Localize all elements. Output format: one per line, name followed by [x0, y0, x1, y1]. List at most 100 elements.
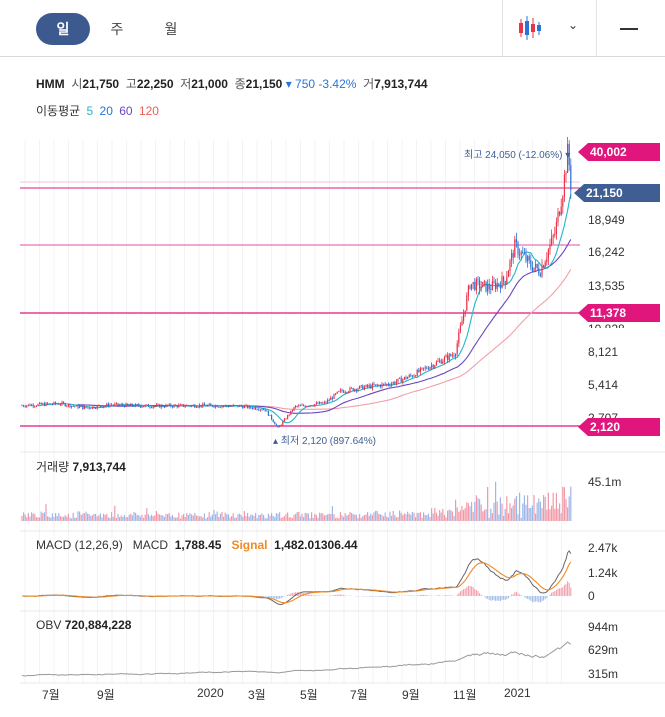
volume-bar	[75, 517, 77, 521]
candle-body	[410, 375, 412, 376]
volume-bar	[269, 515, 271, 521]
volume-bar	[74, 517, 76, 521]
macd-histogram-bar	[383, 596, 385, 597]
candle-body	[386, 383, 388, 385]
volume-bar	[130, 513, 132, 521]
macd-histogram-bar	[338, 594, 340, 596]
macd-histogram-bar	[541, 596, 543, 602]
ma-120-line	[142, 269, 572, 410]
macd-histogram-bar	[466, 587, 468, 596]
volume-bar	[530, 508, 532, 521]
candle-body	[320, 402, 322, 404]
candle-body	[546, 258, 548, 263]
candle-body	[91, 406, 93, 409]
macd-histogram-bar	[424, 594, 426, 596]
volume-bar	[205, 518, 207, 521]
candle-body	[392, 382, 394, 384]
candle-body	[434, 365, 436, 368]
candle-body	[43, 403, 45, 406]
candle-body	[107, 403, 109, 407]
volume-bar	[544, 496, 546, 521]
menu-button[interactable]	[612, 12, 644, 44]
volume-bar	[357, 517, 359, 521]
volume-bar	[87, 513, 89, 521]
tab-daily[interactable]: 일	[36, 13, 90, 45]
candle-body	[509, 260, 511, 271]
volume-bar	[95, 513, 97, 521]
macd-histogram-bar	[498, 596, 500, 601]
volume-bar	[455, 499, 457, 521]
candle-body	[163, 406, 165, 408]
candle-body	[355, 389, 357, 391]
candle-body	[235, 405, 237, 406]
candle-body	[431, 365, 433, 368]
macd-histogram-bar	[530, 596, 532, 601]
volume-bar	[157, 513, 159, 521]
volume-bar	[538, 498, 540, 521]
macd-value: 1,788.45	[174, 538, 222, 552]
candle-body	[218, 406, 220, 408]
volume-bar	[208, 512, 210, 521]
volume-bar	[98, 515, 100, 521]
macd-histogram-bar	[379, 596, 381, 597]
volume-bar	[167, 514, 169, 521]
candle-body	[549, 244, 551, 250]
volume-bar	[264, 518, 266, 521]
candle-body	[31, 404, 33, 406]
volume-bar	[568, 496, 570, 521]
low-label: 저	[180, 77, 192, 91]
candle-body	[520, 251, 522, 255]
macd-histogram-bar	[523, 596, 525, 597]
candle-body	[199, 404, 201, 407]
obv-line	[21, 641, 572, 677]
volume-bar	[250, 514, 252, 521]
volume-bar	[176, 517, 178, 521]
candle-body	[170, 404, 172, 407]
volume-bar	[178, 512, 180, 521]
volume-label: 거	[363, 77, 375, 91]
volume-bar	[163, 517, 165, 521]
volume-bar	[143, 517, 145, 521]
signal-value: 1,482.01306.44	[274, 538, 358, 552]
candle-body	[530, 260, 532, 268]
macd-histogram-bar	[479, 593, 481, 596]
volume-bar	[298, 512, 300, 521]
signal-label: Signal	[231, 538, 268, 552]
candle-body	[131, 403, 133, 406]
volume-bar	[461, 505, 463, 521]
volume-bar	[149, 516, 151, 521]
candle-body	[408, 375, 410, 378]
candle-body	[259, 409, 261, 411]
volume-bar	[389, 511, 391, 521]
volume-bar	[507, 513, 509, 521]
candle-body	[208, 404, 210, 406]
volume-bar	[215, 514, 217, 521]
candle-body	[341, 389, 343, 392]
candle-body	[151, 407, 153, 409]
volume-bar	[218, 517, 220, 521]
x-axis-label: 7월	[350, 688, 368, 702]
candle-body	[32, 404, 34, 407]
macd-histogram-bar	[485, 596, 487, 599]
volume-bar	[307, 513, 309, 521]
volume-bar	[299, 516, 301, 521]
chart-type-button[interactable]: ⌄	[515, 12, 585, 44]
volume-bar	[434, 507, 436, 521]
candle-body	[319, 402, 321, 404]
volume-bar	[210, 516, 212, 521]
candle-body	[418, 369, 420, 372]
candle-body	[240, 405, 242, 407]
candle-body	[453, 355, 455, 357]
volume-bar	[527, 495, 529, 521]
volume-bar	[512, 505, 514, 521]
volume-bar	[472, 511, 474, 521]
macd-histogram-bar	[533, 596, 535, 603]
candle-body	[267, 410, 269, 416]
volume-bar	[451, 511, 453, 521]
tab-monthly[interactable]: 월	[164, 21, 178, 37]
tab-weekly[interactable]: 주	[110, 21, 124, 37]
volume-bar	[511, 508, 513, 521]
macd-histogram-bar	[506, 596, 508, 600]
macd-histogram-bar	[514, 592, 516, 596]
